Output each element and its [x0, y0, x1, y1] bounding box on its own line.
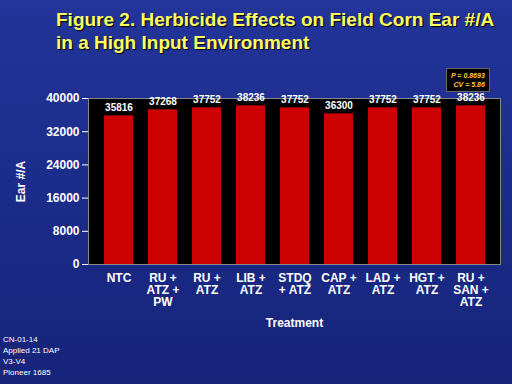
svg-text:RU +ATZ: RU +ATZ: [193, 271, 221, 297]
html-text:P = 0.8693: P = 0.8693: [451, 72, 485, 79]
svg-text:37752: 37752: [281, 94, 309, 105]
svg-text:NTC: NTC: [107, 271, 132, 285]
svg-text:Treatment: Treatment: [266, 316, 323, 330]
svg-text:HGT +ATZ: HGT +ATZ: [409, 271, 445, 297]
html-text:CN-01-14: CN-01-14: [3, 335, 38, 344]
svg-text:RU +ATZ +PW: RU +ATZ +PW: [147, 271, 180, 309]
svg-text:38236: 38236: [457, 92, 485, 103]
svg-text:37752: 37752: [413, 94, 441, 105]
html-text:Applied 21 DAP: Applied 21 DAP: [3, 346, 60, 355]
svg-text:8000: 8000: [53, 224, 80, 238]
svg-text:37752: 37752: [193, 94, 221, 105]
svg-text:RU +SAN +ATZ: RU +SAN +ATZ: [453, 271, 489, 309]
html-text:CV = 5.86: CV = 5.86: [453, 81, 485, 88]
svg-text:36300: 36300: [325, 100, 353, 111]
svg-text:35816: 35816: [105, 102, 133, 113]
svg-text:STDQ+ ATZ: STDQ+ ATZ: [278, 271, 311, 297]
svg-text:37752: 37752: [369, 94, 397, 105]
svg-text:32000: 32000: [46, 125, 80, 139]
html-text:V3-V4: V3-V4: [3, 357, 26, 366]
svg-text:37268: 37268: [149, 96, 177, 107]
svg-text:40000: 40000: [46, 91, 80, 105]
svg-text:Ear #/A: Ear #/A: [14, 160, 28, 202]
svg-text:16000: 16000: [46, 191, 80, 205]
svg-text:LIB +ATZ: LIB +ATZ: [236, 271, 266, 297]
svg-text:38236: 38236: [237, 92, 265, 103]
svg-text:24000: 24000: [46, 158, 80, 172]
html-text:Pioneer 1685: Pioneer 1685: [3, 368, 51, 377]
svg-text:LAD +ATZ: LAD +ATZ: [365, 271, 400, 297]
svg-text:CAP +ATZ: CAP +ATZ: [321, 271, 356, 297]
svg-text:0: 0: [73, 257, 80, 271]
html-text:Figure 2. Herbicide Effects on: Figure 2. Herbicide Effects on Field Cor…: [56, 9, 494, 53]
